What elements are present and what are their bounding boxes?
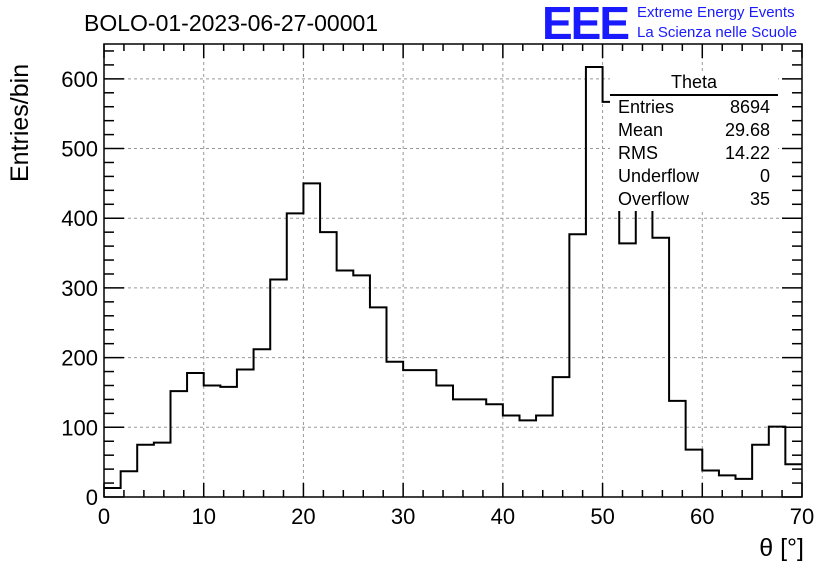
x-tick-label: 60: [690, 504, 714, 529]
logo-caption-line2: La Scienza nelle Scuole: [637, 24, 798, 41]
stats-value: 35: [749, 189, 770, 209]
x-tick-label: 50: [590, 504, 614, 529]
stats-label: Entries: [618, 97, 675, 117]
tick-labels: 0 10 20 30 40 50 60 70 0 100 200 300 400 500 600: [61, 67, 814, 529]
stats-value: 8694: [729, 97, 770, 117]
x-axis-label: θ [°]: [759, 534, 804, 562]
y-tick-label: 200: [61, 346, 98, 371]
stats-row-overflow: Overflow 35: [610, 188, 778, 211]
stats-row-rms: RMS 14.22: [610, 142, 778, 165]
x-tick-label: 0: [98, 504, 110, 529]
y-axis-label: Entries/bin: [6, 63, 34, 182]
stats-row-underflow: Underflow 0: [610, 165, 778, 188]
stats-row-entries: Entries 8694: [610, 96, 778, 119]
y-tick-label: 500: [61, 137, 98, 162]
axis-ticks: [103, 44, 803, 498]
y-tick-label: 0: [86, 485, 98, 510]
y-tick-label: 600: [61, 67, 98, 92]
x-tick-label: 40: [491, 504, 515, 529]
y-tick-label: 300: [61, 276, 98, 301]
stats-value: 29.68: [724, 120, 770, 140]
x-tick-label: 30: [391, 504, 415, 529]
logo-caption: Extreme Energy Events La Scienza nelle S…: [637, 3, 797, 43]
y-tick-label: 100: [61, 415, 98, 440]
stats-label: Mean: [618, 120, 664, 140]
histogram-step-line: [104, 65, 802, 489]
stats-label: Underflow: [618, 166, 700, 186]
x-tick-label: 70: [790, 504, 814, 529]
chart-title: BOLO-01-2023-06-27-00001: [84, 10, 379, 36]
stats-label: RMS: [618, 143, 658, 163]
eee-logo: EEE: [542, 0, 630, 49]
grid-lines: [104, 44, 802, 497]
stats-label: Overflow: [618, 189, 690, 209]
logo-caption-line1: Extreme Energy Events: [637, 4, 795, 21]
stats-value: 0: [759, 166, 770, 186]
x-tick-label: 20: [291, 504, 315, 529]
plot-frame: [103, 43, 803, 498]
x-tick-label: 10: [191, 504, 215, 529]
y-tick-label: 400: [61, 206, 98, 231]
stats-title: Theta: [610, 72, 778, 96]
stats-row-mean: Mean 29.68: [610, 119, 778, 142]
stats-box: Theta Entries 8694 Mean 29.68 RMS 14.22 …: [610, 72, 778, 211]
stats-value: 14.22: [724, 143, 770, 163]
